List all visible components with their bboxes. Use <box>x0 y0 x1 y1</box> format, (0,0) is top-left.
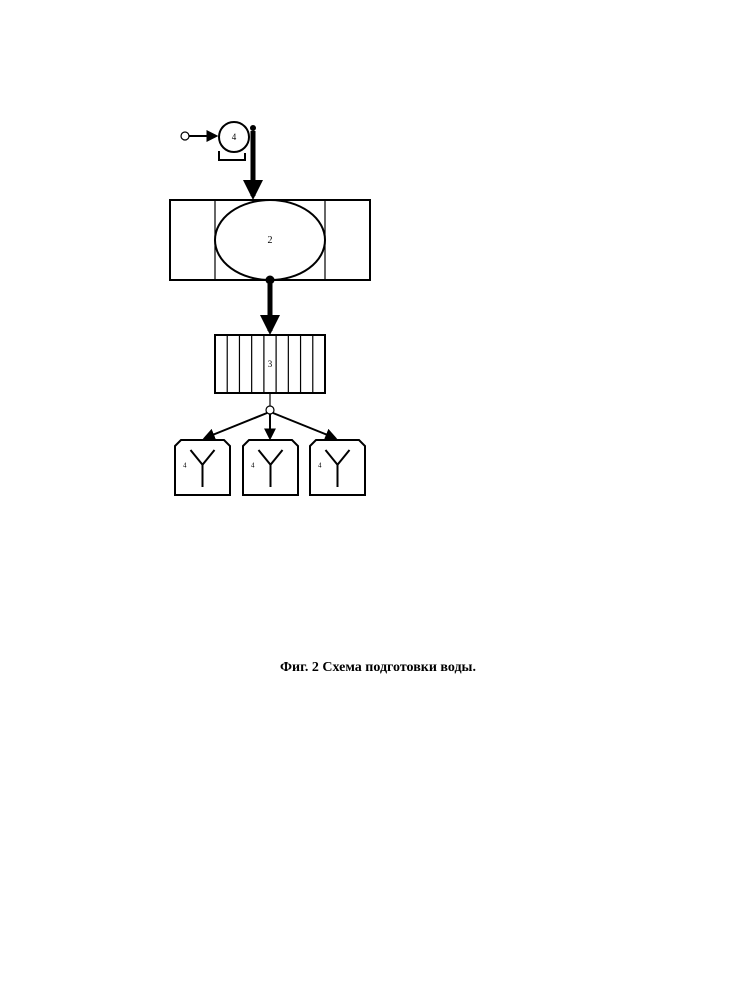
svg-text:2: 2 <box>268 235 273 246</box>
svg-text:4: 4 <box>318 462 322 470</box>
svg-text:4: 4 <box>232 132 237 142</box>
svg-text:3: 3 <box>268 359 273 369</box>
svg-text:4: 4 <box>251 462 255 470</box>
water-prep-diagram: 4 2 3 4 4 4 <box>0 0 731 1000</box>
svg-text:4: 4 <box>183 462 187 470</box>
figure-caption: Фиг. 2 Схема подготовки воды. <box>280 660 476 676</box>
